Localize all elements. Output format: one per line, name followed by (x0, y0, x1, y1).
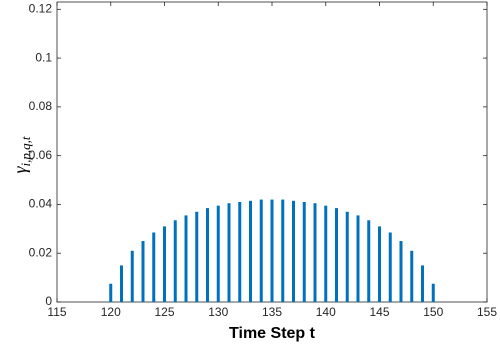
bar (378, 226, 381, 302)
y-label-symbol: γ (10, 166, 30, 174)
bar (345, 211, 349, 302)
x-tick-label: 125 (154, 305, 174, 319)
x-tick-label: 130 (208, 305, 228, 319)
bar (238, 202, 242, 302)
bar (270, 199, 274, 302)
bar (259, 199, 263, 302)
bar (281, 199, 285, 302)
bar (431, 283, 435, 302)
bar (109, 283, 113, 302)
bar (120, 265, 123, 302)
x-axis-label: Time Step t (229, 325, 316, 342)
x-tick-label: 120 (101, 305, 121, 319)
bar (195, 211, 199, 302)
bar (163, 226, 166, 302)
y-tick-label: 0.1 (35, 50, 52, 64)
bar (388, 232, 392, 302)
x-tick-label: 115 (47, 305, 66, 319)
bar (421, 265, 424, 302)
y-axis-label: γi,p,q,t (10, 136, 33, 173)
bar (399, 241, 403, 302)
bar (324, 205, 328, 302)
bar (356, 215, 360, 302)
bar (130, 250, 134, 302)
x-tick-label: 140 (316, 305, 336, 319)
bar (292, 200, 295, 302)
bar (184, 215, 188, 302)
bar (302, 202, 306, 302)
bar (216, 205, 220, 302)
y-tick-label: 0 (45, 294, 52, 308)
x-tick-label: 150 (423, 305, 443, 319)
bar (141, 241, 145, 302)
x-tick-label: 145 (369, 305, 389, 319)
bar (335, 208, 338, 302)
bar (227, 203, 231, 302)
y-tick-label: 0.12 (29, 1, 53, 15)
y-tick-label: 0.08 (29, 99, 53, 113)
bar (206, 208, 209, 302)
bar (249, 200, 252, 302)
bar (173, 220, 177, 302)
y-axis-label-text: γi,p,q,t (10, 136, 33, 173)
bar (313, 203, 317, 302)
bar (367, 220, 371, 302)
x-tick-label: 135 (262, 305, 282, 319)
x-tick-label: 155 (477, 305, 497, 319)
bar (152, 232, 156, 302)
y-tick-label: 0.06 (29, 148, 53, 162)
y-tick-label: 0.02 (29, 245, 53, 259)
bar (410, 250, 414, 302)
y-tick-label: 0.04 (29, 197, 53, 211)
y-label-subscript: i,p,q,t (18, 136, 33, 166)
